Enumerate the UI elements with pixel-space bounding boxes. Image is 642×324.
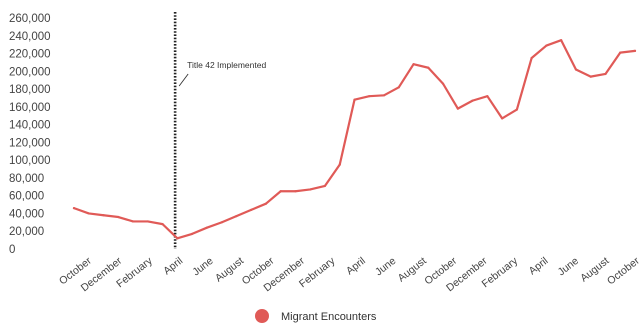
y-tick-label: 120,000	[9, 137, 51, 149]
data-point	[604, 72, 607, 76]
data-point	[176, 237, 179, 240]
data-point	[191, 232, 194, 235]
data-point	[102, 214, 105, 217]
data-point	[515, 108, 518, 111]
data-point	[205, 226, 208, 229]
data-point	[456, 107, 459, 110]
annotations: Title 42 Implemented	[173, 12, 266, 249]
data-point	[530, 56, 533, 60]
data-point	[368, 95, 371, 98]
y-tick-label: 220,000	[9, 49, 51, 61]
y-tick-label: 240,000	[9, 31, 51, 43]
legend: Migrant Encounters	[255, 309, 377, 323]
legend-label: Migrant Encounters	[281, 311, 377, 323]
data-point	[220, 221, 223, 224]
series-line-migrant-encounters	[72, 39, 637, 240]
data-point	[131, 220, 135, 223]
data-point	[382, 94, 386, 97]
data-point	[427, 66, 430, 69]
y-axis: 0 20,000 40,000 60,000 80,000 100,000 120,000 1…	[9, 13, 51, 256]
data-point	[560, 39, 563, 42]
x-tick-label: April	[344, 255, 368, 277]
x-tick-label: April	[527, 255, 551, 277]
data-point	[471, 99, 474, 102]
y-tick-label: 200,000	[9, 66, 51, 78]
y-tick-label: 160,000	[9, 102, 51, 114]
data-point	[309, 188, 312, 191]
data-point	[486, 95, 489, 98]
data-point	[619, 51, 622, 54]
data-point	[545, 44, 548, 47]
data-point	[235, 215, 238, 218]
annotation-leader-line	[178, 73, 189, 87]
data-point	[294, 190, 297, 193]
x-tick-label: April	[161, 255, 185, 277]
y-tick-label: 40,000	[9, 208, 44, 220]
data-point	[117, 215, 120, 219]
y-tick-label: 180,000	[9, 84, 51, 96]
data-point	[72, 207, 76, 210]
legend-marker	[255, 309, 269, 323]
data-point	[397, 86, 400, 89]
y-tick-label: 100,000	[9, 155, 51, 167]
data-point	[323, 184, 327, 188]
data-point	[574, 68, 578, 71]
data-point	[441, 82, 445, 85]
y-tick-label: 60,000	[9, 191, 44, 203]
data-point	[250, 208, 253, 212]
data-point	[338, 163, 341, 166]
data-point	[161, 223, 164, 226]
y-tick-label: 80,000	[9, 173, 44, 185]
y-tick-label: 20,000	[9, 226, 44, 238]
data-point	[633, 49, 637, 52]
data-point	[264, 202, 268, 205]
data-point	[279, 190, 282, 193]
x-tick-label: October	[605, 255, 642, 288]
y-tick-label: 0	[9, 244, 15, 256]
y-tick-label: 140,000	[9, 120, 51, 132]
series-group	[72, 39, 637, 240]
data-point	[87, 212, 90, 215]
data-point	[501, 117, 504, 120]
y-tick-label: 260,000	[9, 13, 51, 25]
data-point	[353, 98, 356, 101]
data-point	[146, 220, 149, 223]
data-point	[412, 63, 415, 66]
data-point	[589, 75, 592, 78]
annotation-label: Title 42 Implemented	[187, 60, 266, 70]
